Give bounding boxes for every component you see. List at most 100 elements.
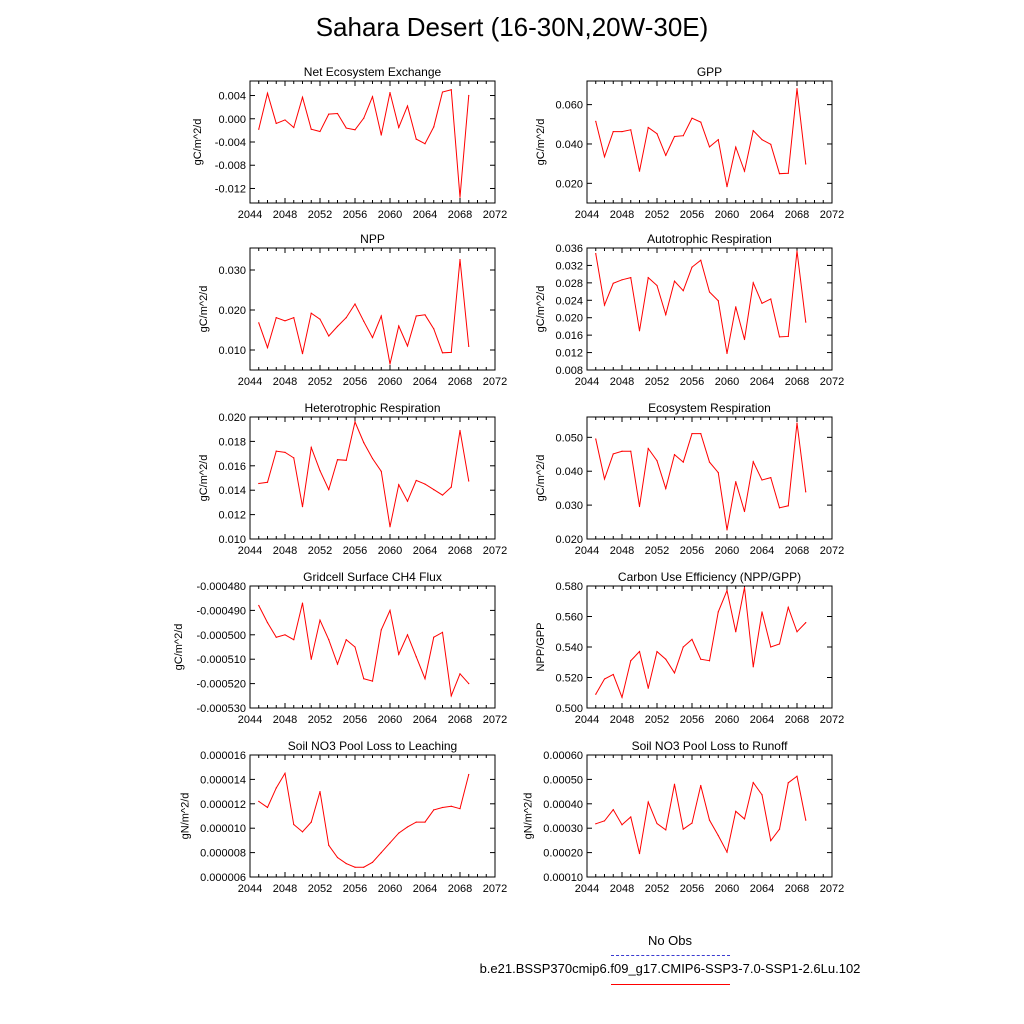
data-point <box>761 611 763 613</box>
y-tick-label: 0.016 <box>218 461 246 473</box>
panel-title: Carbon Use Efficiency (NPP/GPP) <box>618 570 801 584</box>
y-axis-label: gC/m^2/d <box>192 119 204 166</box>
x-tick-label: 2056 <box>343 209 367 221</box>
x-tick-label: 2060 <box>715 376 739 388</box>
data-point <box>450 351 452 353</box>
data-point <box>630 816 632 818</box>
x-tick-label: 2048 <box>610 376 634 388</box>
data-point <box>673 783 676 785</box>
data-point <box>796 250 798 252</box>
data-point <box>258 482 260 485</box>
data-point <box>595 693 597 695</box>
data-point <box>293 823 295 826</box>
series-line <box>595 775 807 854</box>
data-point <box>293 457 295 459</box>
data-point <box>371 861 374 863</box>
y-tick-label: 0.004 <box>218 91 246 103</box>
data-point <box>778 507 781 509</box>
x-tick-label: 2048 <box>610 545 634 557</box>
panel-3: 2044 2048 2052 2056 2060 2064 2068 2072 0.008 0.0… <box>535 232 844 388</box>
data-point <box>638 852 641 855</box>
x-tick-label: 2044 <box>575 376 599 388</box>
x-tick-label: 2072 <box>820 545 844 557</box>
x-tick-label: 2068 <box>785 376 809 388</box>
data-point <box>700 658 702 660</box>
y-tick-label: 0.020 <box>218 305 246 317</box>
y-tick-label: 0.060 <box>555 100 583 112</box>
data-point <box>389 526 391 528</box>
data-point <box>310 821 312 823</box>
data-point <box>656 284 658 287</box>
y-tick-label: 0.000006 <box>200 872 246 884</box>
data-point <box>743 818 746 820</box>
plot-frame <box>249 247 496 371</box>
data-point <box>603 820 606 822</box>
x-tick-label: 2060 <box>378 545 402 557</box>
data-point <box>459 259 461 261</box>
y-tick-label: 0.024 <box>555 295 583 307</box>
x-tick-label: 2052 <box>645 545 669 557</box>
data-point <box>371 96 374 98</box>
y-axis-label: NPP/GPP <box>535 623 547 672</box>
data-point <box>708 660 711 662</box>
data-point <box>796 88 798 90</box>
data-point <box>717 834 719 837</box>
data-point <box>310 312 312 314</box>
y-tick-label: 0.520 <box>555 673 583 685</box>
data-point <box>612 130 614 133</box>
series-line <box>258 602 470 698</box>
data-point <box>647 126 649 129</box>
data-point <box>345 862 347 865</box>
data-point <box>354 129 356 131</box>
data-point <box>603 478 606 480</box>
data-point <box>656 133 658 135</box>
panel-title: Net Ecosystem Exchange <box>304 65 442 79</box>
data-point <box>752 666 754 668</box>
data-point <box>726 352 728 355</box>
y-axis-label: gC/m^2/d <box>535 119 547 166</box>
y-tick-label: 0.580 <box>555 581 583 593</box>
data-point <box>735 810 737 812</box>
y-tick-label: 0.014 <box>218 485 246 497</box>
data-point <box>468 345 470 347</box>
data-point <box>682 461 684 463</box>
data-point <box>778 173 781 175</box>
x-tick-label: 2056 <box>680 883 704 895</box>
data-point <box>406 105 409 107</box>
data-point <box>665 487 667 490</box>
data-point <box>354 866 356 868</box>
x-tick-label: 2056 <box>343 714 367 726</box>
data-point <box>293 317 295 319</box>
data-point <box>665 829 667 831</box>
x-tick-label: 2044 <box>575 883 599 895</box>
panel-2: 2044 2048 2052 2056 2060 2064 2068 2072 0.010 0.0… <box>198 232 507 388</box>
x-tick-label: 2044 <box>575 545 599 557</box>
data-point <box>415 138 417 140</box>
data-point <box>336 663 339 665</box>
data-point <box>266 481 269 483</box>
y-tick-label: 0.00060 <box>543 750 583 762</box>
y-tick-label: -0.000520 <box>196 679 246 691</box>
data-point <box>258 322 260 324</box>
data-point <box>621 696 623 698</box>
data-point <box>805 491 807 493</box>
x-tick-label: 2052 <box>645 209 669 221</box>
plot-frame <box>249 585 496 709</box>
data-point <box>415 821 417 823</box>
data-point <box>691 266 693 268</box>
x-tick-label: 2052 <box>308 883 332 895</box>
data-point <box>459 196 461 198</box>
y-tick-label: 0.010 <box>218 345 246 357</box>
series-line <box>258 259 470 365</box>
data-point <box>398 484 400 486</box>
legend-obs-line <box>611 955 730 956</box>
data-point <box>595 253 597 255</box>
data-point <box>406 500 409 502</box>
y-tick-label: 0.030 <box>555 500 583 512</box>
data-point <box>284 634 286 636</box>
x-tick-label: 2072 <box>820 883 844 895</box>
data-point <box>406 345 409 347</box>
x-tick-label: 2068 <box>785 209 809 221</box>
data-point <box>284 119 286 121</box>
data-point <box>761 139 763 141</box>
